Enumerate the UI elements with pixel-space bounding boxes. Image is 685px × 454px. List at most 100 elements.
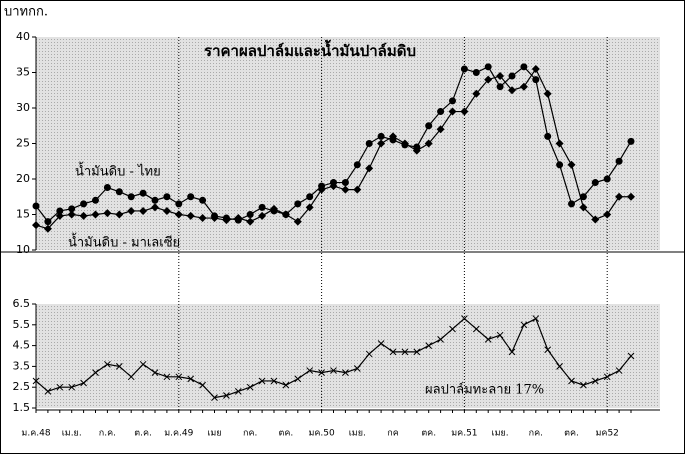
point <box>330 367 337 374</box>
point <box>461 315 468 322</box>
point <box>413 348 421 356</box>
point <box>472 325 480 333</box>
y-tick-label: 1.5 <box>13 401 31 414</box>
x-tick-label: ม.ค.48 <box>21 429 50 439</box>
point <box>258 377 266 385</box>
point <box>365 350 373 358</box>
point <box>56 383 64 391</box>
point <box>472 69 480 76</box>
point <box>44 218 52 226</box>
x-tick-label: ก.ค. <box>99 429 116 439</box>
point <box>460 107 469 116</box>
point <box>44 388 52 395</box>
point <box>104 360 111 368</box>
y-tick-label: 5.5 <box>13 318 31 331</box>
point <box>437 336 444 343</box>
x-tick-label: เม.ย. <box>62 429 82 439</box>
point <box>556 363 563 370</box>
point <box>449 325 456 333</box>
point <box>603 175 611 183</box>
point <box>139 189 147 197</box>
point <box>246 383 254 391</box>
point <box>591 377 599 385</box>
y-axis-label: บาทกก. <box>4 5 48 20</box>
point <box>246 217 255 226</box>
point <box>365 140 373 147</box>
point <box>151 196 159 204</box>
point <box>496 72 505 81</box>
point <box>127 373 135 381</box>
point <box>162 206 171 215</box>
point <box>115 363 123 370</box>
point <box>270 377 278 385</box>
point <box>400 139 409 148</box>
point <box>199 196 207 204</box>
x-tick-label: เมย. <box>349 429 366 439</box>
point <box>306 367 314 374</box>
point <box>305 203 314 212</box>
point <box>484 63 492 71</box>
point <box>460 65 468 73</box>
point <box>139 360 147 368</box>
point <box>437 108 445 116</box>
point <box>472 89 481 98</box>
point <box>92 196 99 204</box>
x-tick-label: กค. <box>243 429 257 439</box>
point <box>425 122 433 130</box>
point <box>532 76 540 84</box>
point <box>543 89 552 98</box>
point <box>211 394 218 401</box>
x-tick-label: เมย. <box>492 429 509 439</box>
series-label: ผลปาล์มทะลาย 17% <box>425 382 544 398</box>
point <box>68 205 76 213</box>
point <box>389 348 397 356</box>
x-tick-label: ตค. <box>564 429 579 439</box>
point <box>556 161 564 169</box>
point <box>92 369 99 376</box>
point <box>615 367 623 374</box>
point <box>187 375 195 383</box>
x-tick-label: กค. <box>529 429 543 439</box>
point <box>496 331 504 339</box>
point <box>175 373 183 381</box>
point <box>294 200 302 208</box>
point <box>508 86 516 95</box>
x-tick-label: ตค. <box>421 429 436 439</box>
y-tick-label: 30 <box>16 101 30 114</box>
point <box>627 137 635 145</box>
point <box>567 160 576 169</box>
y-tick-label: 3.5 <box>13 359 31 372</box>
point <box>103 209 112 218</box>
y-tick-label: 35 <box>16 66 30 79</box>
point <box>32 221 40 230</box>
point <box>377 340 385 347</box>
series-label: น้ำมันดิบ - มาเลเซีย <box>68 233 180 251</box>
point <box>615 192 624 201</box>
point <box>449 97 456 105</box>
point <box>258 203 266 211</box>
point <box>448 107 457 116</box>
point <box>246 211 254 218</box>
point <box>532 315 540 322</box>
point <box>544 132 552 140</box>
x-tick-label: มค.51 <box>451 429 477 439</box>
point <box>329 182 338 191</box>
plot-bottom <box>36 304 660 408</box>
x-tick-label: ต.ค. <box>134 429 152 439</box>
point <box>520 63 528 71</box>
x-tick-label: มค52 <box>595 429 618 439</box>
point <box>544 346 552 354</box>
point <box>293 217 302 226</box>
point <box>198 214 207 223</box>
point <box>223 392 230 399</box>
point <box>484 75 493 84</box>
x-tick-label: มค.50 <box>308 429 335 439</box>
point <box>186 211 195 220</box>
point <box>341 179 349 187</box>
point <box>353 185 362 194</box>
x-tick-label: กค <box>387 429 398 439</box>
point <box>591 215 600 224</box>
point <box>580 381 587 389</box>
point <box>127 206 136 215</box>
